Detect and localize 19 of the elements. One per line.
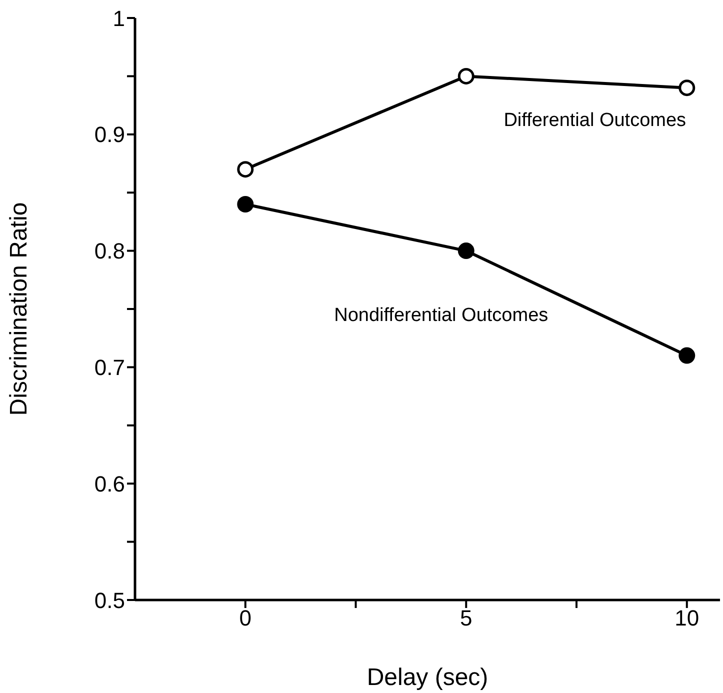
point [237,196,254,212]
y-tick-label: 0.9 [94,122,125,148]
x-axis-title: Delay (sec) [366,664,488,691]
series-label: Nondifferential Outcomes [334,304,548,326]
y-tick-label: 0.5 [94,588,125,613]
y-tick-label: 0.7 [94,355,125,380]
series-label: Differential Outcomes [504,110,686,131]
y-axis-title: Discrimination Ratio [6,202,33,416]
point [678,347,696,364]
point [458,68,474,84]
x-tick-label: 10 [674,606,700,631]
x-tick-label: 5 [460,606,472,631]
point [678,80,696,96]
y-tick-label: 0.6 [94,471,125,496]
point [237,161,254,178]
x-tick-label: 0 [239,606,252,631]
y-tick-label: 0.8 [94,238,125,264]
y-tick-label: 1 [112,6,125,31]
point [458,242,474,260]
